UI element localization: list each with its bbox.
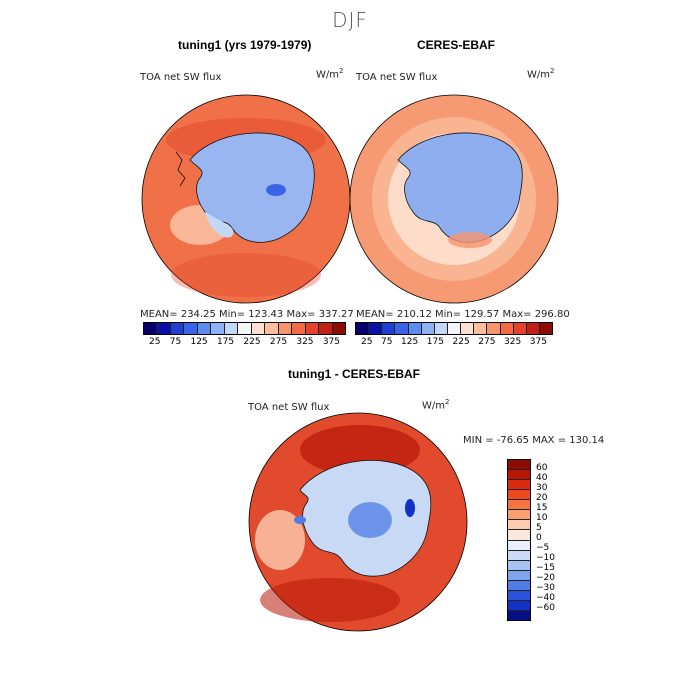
colorbar-2-swatch [395,323,409,334]
colorbar-2-swatch [474,323,488,334]
colorbar-difference-swatch [508,610,530,620]
map-ceres-ebaf [349,94,559,304]
colorbar-2-swatch [382,323,396,334]
colorbar-2-swatch [461,323,475,334]
colorbar-difference-swatch [508,560,530,571]
colorbar-2-swatch [487,323,501,334]
panel-2-title: CERES-EBAF [417,38,496,52]
colorbar-panel-2: 25 75 125 175 225 275 325 375 [355,322,553,347]
colorbar-2-swatch [500,323,514,334]
panel-1-units: W/m2 [316,67,344,81]
colorbar-difference-swatch [508,580,530,591]
colorbar-2-swatch [421,323,435,334]
colorbar-1-swatch [211,323,225,334]
colorbar-difference-swatch [508,460,530,471]
colorbar-2-swatch [356,323,370,334]
colorbar-difference-swatch [508,570,530,581]
panel-2-stats: MEAN= 210.12 Min= 129.57 Max= 296.80 [356,309,570,320]
map-difference [248,412,468,632]
panel-2-units: W/m2 [527,67,555,81]
colorbar-2-label: 75 [381,337,393,347]
colorbar-1-label: 25 [149,337,161,347]
page-title: DJF [332,8,368,32]
colorbar-2-swatch [513,323,527,334]
colorbar-1-swatch [238,323,252,334]
panel-1-title: tuning1 (yrs 1979-1979) [178,38,312,52]
colorbar-difference-swatch [508,500,530,511]
colorbar-2-label: 125 [401,337,419,347]
panel-1-variable: TOA net SW flux [140,72,222,83]
colorbar-2-swatch [434,323,448,334]
colorbar-difference-label: 40 [536,473,548,483]
colorbar-difference-swatch [508,600,530,611]
colorbar-difference-swatch [508,550,530,561]
colorbar-difference-label: −15 [536,563,555,573]
colorbar-difference-label: 20 [536,493,548,503]
colorbar-1-swatch [251,323,266,334]
colorbar-1-swatch [319,323,333,334]
colorbar-1-swatch [170,323,185,334]
colorbar-2-label: 225 [452,337,470,347]
colorbar-1-swatch [292,323,306,334]
colorbar-2-swatch [526,323,540,334]
colorbar-2-swatch [369,323,383,334]
colorbar-difference-label: 60 [536,463,548,473]
colorbar-1-label: 125 [190,337,208,347]
panel-3-variable: TOA net SW flux [248,402,330,413]
colorbar-difference-swatch [508,490,530,501]
colorbar-difference-label: 0 [536,533,542,543]
colorbar-difference-label: 15 [536,503,548,513]
colorbar-difference-label: 10 [536,513,548,523]
panel-3-stats: MIN = -76.65 MAX = 130.14 [463,435,605,446]
colorbar-2-swatch [408,323,422,334]
colorbar-difference-swatch [508,470,530,481]
colorbar-difference-label: 5 [536,523,542,533]
colorbar-2-swatch [539,323,553,334]
colorbar-1-label: 325 [296,337,314,347]
panel-3-units: W/m2 [422,398,450,412]
colorbar-1-swatch [278,323,293,334]
colorbar-1-swatch [197,323,212,334]
colorbar-2-label: 325 [504,337,522,347]
colorbar-1-swatch [184,323,198,334]
colorbar-1-label: 75 [169,337,182,347]
map-tuning1 [141,94,351,304]
colorbar-difference [507,459,531,621]
panel-3-title: tuning1 - CERES-EBAF [288,367,420,381]
panel-2-variable: TOA net SW flux [356,72,438,83]
colorbar-2-label: 175 [426,337,444,347]
colorbar-difference-label: −5 [536,543,550,553]
colorbar-2-label: 375 [529,337,547,347]
colorbar-difference-label: −10 [536,553,555,563]
colorbar-2-label: 275 [478,337,496,347]
colorbar-1-swatch [305,323,320,334]
colorbar-1-label: 175 [216,337,235,347]
colorbar-difference-swatch [508,530,530,541]
colorbar-1-label: 225 [243,337,261,347]
colorbar-difference-swatch [508,510,530,521]
colorbar-difference-label: −60 [536,603,555,613]
colorbar-difference-label: −20 [536,573,555,583]
colorbar-2-label: 25 [361,337,373,347]
colorbar-difference-label: −40 [536,593,555,603]
colorbar-difference-swatch [508,480,530,491]
colorbar-difference-label: 30 [536,483,548,493]
panel-1-stats: MEAN= 234.25 Min= 123.43 Max= 337.27 [140,309,354,320]
colorbar-panel-1: 25 75 125 175 225 275 325 375 [143,322,346,347]
colorbar-difference-swatch [508,540,530,551]
colorbar-1-swatch [265,323,279,334]
colorbar-difference-swatch [508,520,530,531]
colorbar-2-swatch [447,323,462,334]
colorbar-1-swatch [332,323,346,334]
colorbar-difference-swatch [508,590,530,601]
colorbar-1-swatch [224,323,239,334]
colorbar-1-swatch [144,323,158,334]
colorbar-1-label: 375 [322,337,340,347]
colorbar-difference-label: −30 [536,583,555,593]
colorbar-1-label: 275 [269,337,288,347]
colorbar-1-swatch [157,323,171,334]
